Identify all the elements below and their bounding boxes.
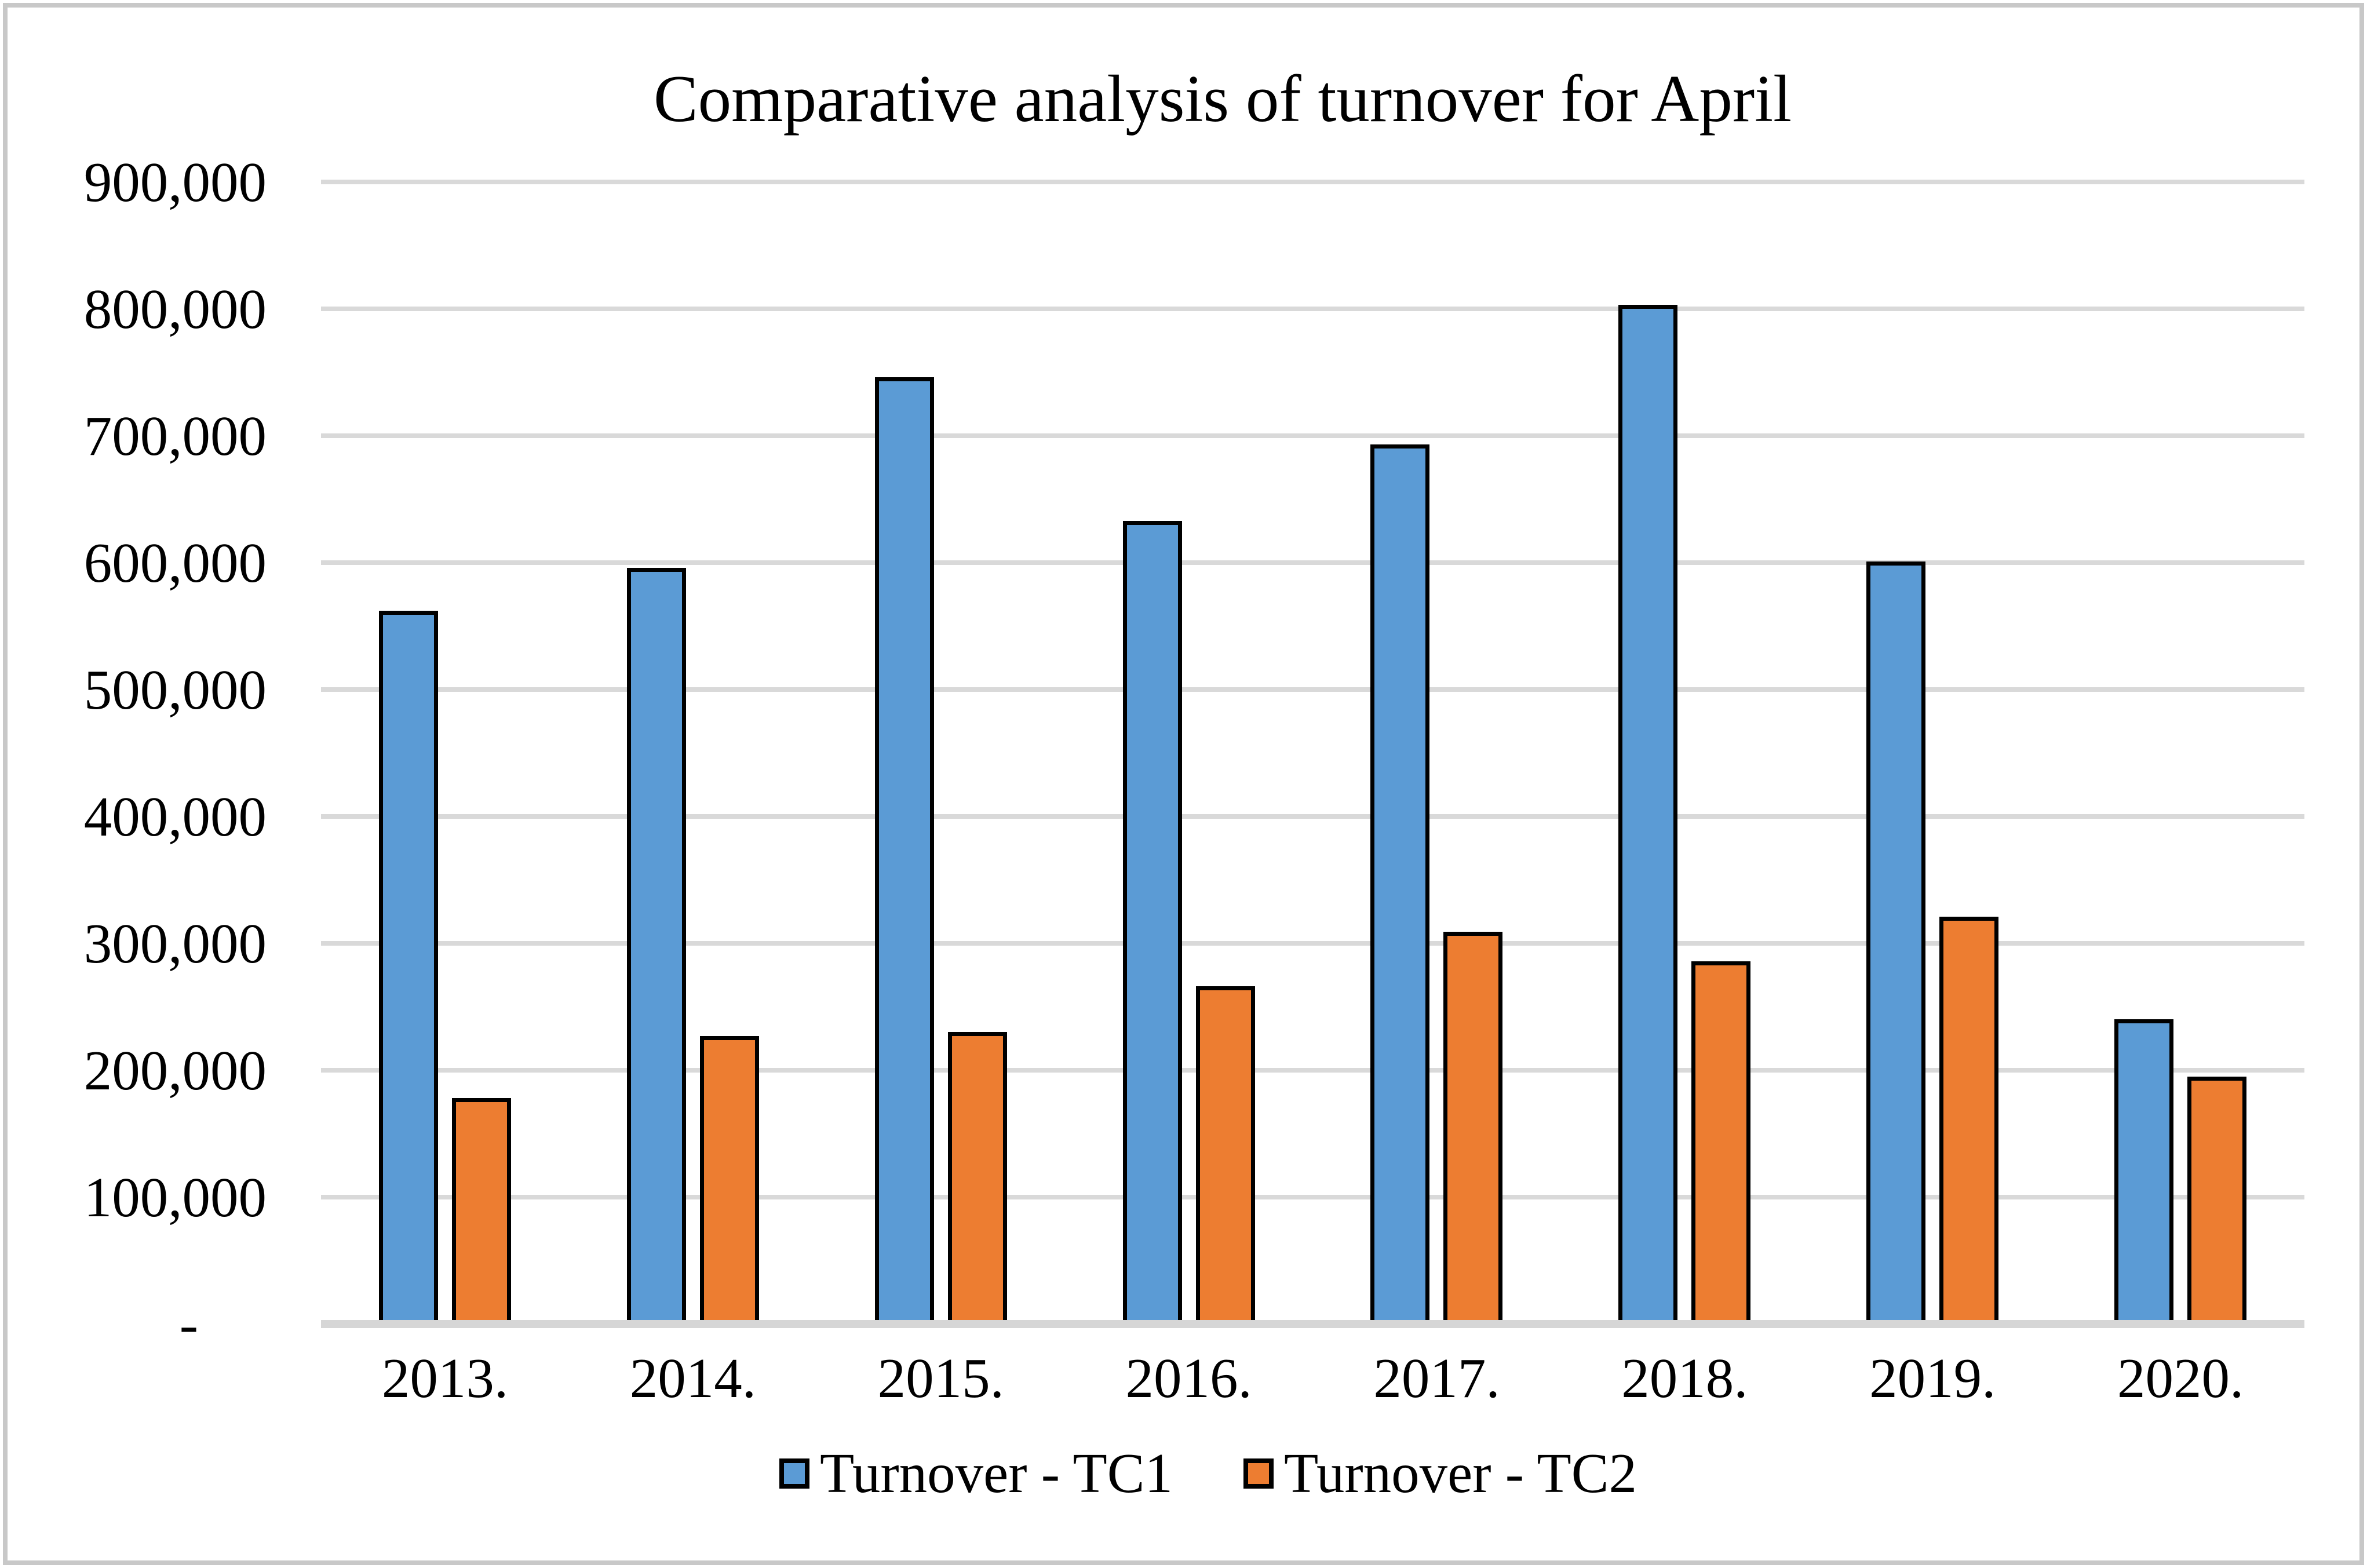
x-axis-label-2018: 2018. xyxy=(1621,1347,1748,1409)
legend-label-tc2: Turnover - TC2 xyxy=(1284,1442,1637,1504)
plot-area xyxy=(321,180,2304,1328)
y-axis-label-300000: 300,000 xyxy=(83,913,267,975)
legend-swatch-tc1-icon xyxy=(779,1458,809,1489)
x-axis-label-2014: 2014. xyxy=(629,1347,756,1409)
y-axis-label-zero: - xyxy=(179,1293,198,1355)
bar-tc1-2015 xyxy=(874,377,934,1324)
x-axis-label-2019: 2019. xyxy=(1869,1347,1996,1409)
gridline-700000 xyxy=(321,433,2304,438)
y-axis-label-800000: 800,000 xyxy=(83,278,267,340)
bar-tc2-2016 xyxy=(1195,986,1255,1324)
bar-tc2-2017 xyxy=(1443,932,1503,1324)
x-axis-label-2013: 2013. xyxy=(381,1347,509,1409)
x-axis-label-2020: 2020. xyxy=(2117,1347,2244,1409)
x-axis-label-2015: 2015. xyxy=(877,1347,1004,1409)
gridline-400000 xyxy=(321,814,2304,819)
bar-tc1-2019 xyxy=(1866,561,1926,1324)
legend-label-tc1: Turnover - TC1 xyxy=(820,1442,1173,1504)
gridline-300000 xyxy=(321,941,2304,946)
bar-tc1-2018 xyxy=(1618,305,1678,1324)
gridline-900000 xyxy=(321,180,2304,184)
chart-title: Comparative analysis of turnover for Apr… xyxy=(653,62,1792,136)
bar-tc1-2020 xyxy=(2114,1019,2174,1324)
bar-tc1-2016 xyxy=(1122,521,1182,1324)
bar-tc2-2014 xyxy=(699,1036,759,1324)
gridline-800000 xyxy=(321,307,2304,311)
legend: Turnover - TC1 Turnover - TC2 xyxy=(779,1445,1637,1501)
gridline-100000 xyxy=(321,1195,2304,1199)
y-axis-label-400000: 400,000 xyxy=(83,786,267,848)
legend-swatch-tc2-icon xyxy=(1243,1458,1274,1489)
y-axis-label-900000: 900,000 xyxy=(83,151,267,213)
y-axis-label-600000: 600,000 xyxy=(83,532,267,594)
bar-tc2-2013 xyxy=(451,1098,511,1324)
gridline-500000 xyxy=(321,687,2304,692)
bar-tc1-2013 xyxy=(378,611,438,1324)
y-axis-label-200000: 200,000 xyxy=(83,1040,267,1102)
bar-tc1-2017 xyxy=(1370,444,1430,1324)
bar-tc2-2020 xyxy=(2187,1077,2247,1324)
bar-tc2-2015 xyxy=(947,1032,1007,1324)
bar-tc1-2014 xyxy=(626,568,686,1324)
y-axis-label-100000: 100,000 xyxy=(83,1166,267,1228)
x-axis-label-2016: 2016. xyxy=(1125,1347,1252,1409)
bar-tc2-2019 xyxy=(1939,917,1999,1324)
legend-item-tc1: Turnover - TC1 xyxy=(779,1445,1173,1501)
y-axis-label-500000: 500,000 xyxy=(83,659,267,721)
y-axis-label-700000: 700,000 xyxy=(83,405,267,467)
x-axis-line xyxy=(321,1320,2304,1328)
gridline-200000 xyxy=(321,1068,2304,1073)
x-axis-label-2017: 2017. xyxy=(1373,1347,1500,1409)
gridline-600000 xyxy=(321,560,2304,565)
bar-tc2-2018 xyxy=(1691,961,1751,1324)
legend-item-tc2: Turnover - TC2 xyxy=(1243,1445,1637,1501)
